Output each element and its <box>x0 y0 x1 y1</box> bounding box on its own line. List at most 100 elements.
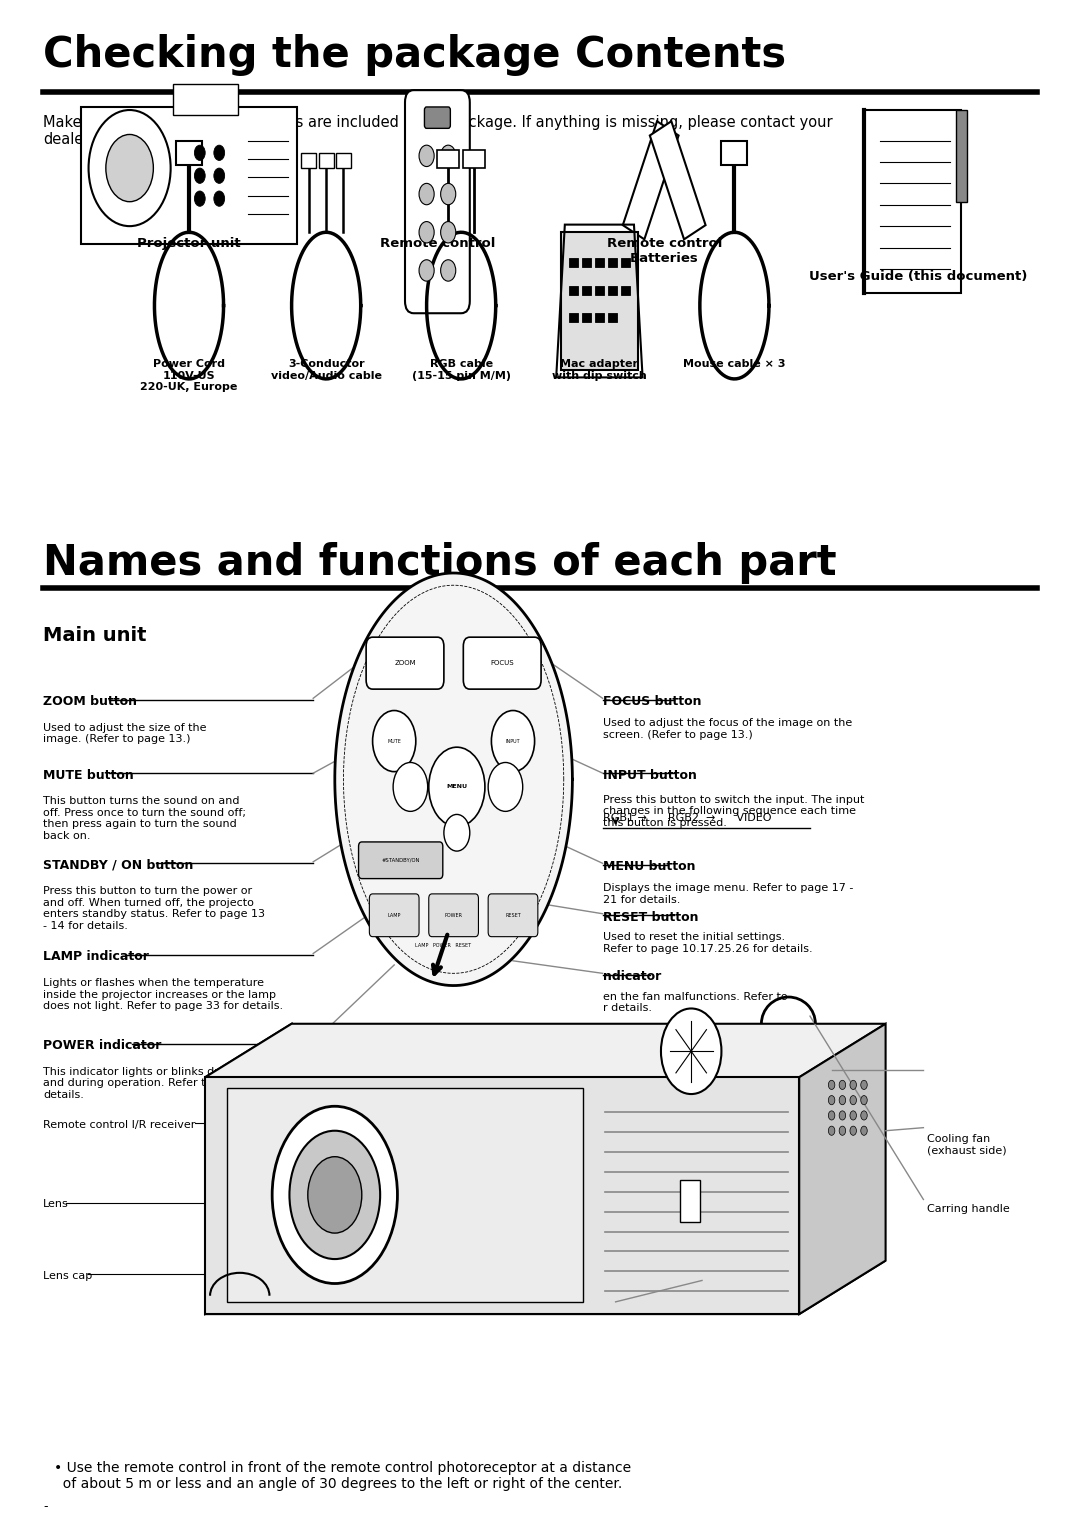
Text: Make sure all of the following items are included in the package. If anything is: Make sure all of the following items are… <box>43 115 833 147</box>
Text: RGB1 →      RGB2  →      VIDEO: RGB1 → RGB2 → VIDEO <box>603 813 771 824</box>
Circle shape <box>419 145 434 167</box>
Text: -: - <box>43 1500 48 1514</box>
Text: POWER indicator: POWER indicator <box>43 1039 162 1053</box>
Text: Lens: Lens <box>43 1199 69 1210</box>
FancyBboxPatch shape <box>582 286 591 295</box>
FancyBboxPatch shape <box>569 258 578 267</box>
Text: Remote control: Remote control <box>380 237 495 251</box>
Circle shape <box>850 1080 856 1089</box>
Circle shape <box>861 1096 867 1105</box>
Circle shape <box>106 134 153 202</box>
Circle shape <box>839 1126 846 1135</box>
Circle shape <box>419 222 434 243</box>
Text: INPUT: INPUT <box>505 738 521 744</box>
Text: FOCUS button: FOCUS button <box>603 695 701 709</box>
Circle shape <box>828 1096 835 1105</box>
Text: LAMP: LAMP <box>388 912 401 918</box>
Circle shape <box>419 260 434 281</box>
Circle shape <box>444 814 470 851</box>
FancyBboxPatch shape <box>595 258 604 267</box>
Text: Used to adjust the focus of the image on the
screen. (Refer to page 13.): Used to adjust the focus of the image on… <box>603 718 852 740</box>
Text: RESET: RESET <box>505 912 521 918</box>
Text: This button turns the sound on and
off. Press once to turn the sound off;
then p: This button turns the sound on and off. … <box>43 796 246 840</box>
FancyBboxPatch shape <box>336 153 351 168</box>
Text: Power Cord
110V-US
220-UK, Europe: Power Cord 110V-US 220-UK, Europe <box>140 359 238 393</box>
Text: Mouse cable × 3: Mouse cable × 3 <box>684 359 785 370</box>
Text: Speaker: Speaker <box>603 1073 648 1083</box>
FancyBboxPatch shape <box>621 286 630 295</box>
Circle shape <box>828 1126 835 1135</box>
Text: User's Guide (this document): User's Guide (this document) <box>809 270 1027 284</box>
Circle shape <box>272 1106 397 1284</box>
Polygon shape <box>205 1261 886 1314</box>
Text: Names and functions of each part: Names and functions of each part <box>43 542 837 584</box>
Polygon shape <box>205 1024 292 1314</box>
FancyBboxPatch shape <box>405 90 470 313</box>
FancyBboxPatch shape <box>369 894 419 937</box>
Circle shape <box>441 260 456 281</box>
Circle shape <box>214 168 225 183</box>
Text: POWER: POWER <box>445 912 462 918</box>
FancyBboxPatch shape <box>595 286 604 295</box>
FancyBboxPatch shape <box>608 258 617 267</box>
Text: Carring handle: Carring handle <box>927 1204 1010 1215</box>
Circle shape <box>850 1126 856 1135</box>
Circle shape <box>491 711 535 772</box>
Text: MUTE button: MUTE button <box>43 769 134 782</box>
Text: FOCUS: FOCUS <box>490 660 514 666</box>
FancyBboxPatch shape <box>463 637 541 689</box>
FancyBboxPatch shape <box>595 313 604 322</box>
FancyBboxPatch shape <box>366 637 444 689</box>
Circle shape <box>839 1080 846 1089</box>
Circle shape <box>828 1111 835 1120</box>
Circle shape <box>441 145 456 167</box>
Polygon shape <box>227 1088 583 1302</box>
Text: MENU button: MENU button <box>603 860 696 874</box>
FancyBboxPatch shape <box>582 313 591 322</box>
Text: Used to reset the initial settings.
Refer to page 10.17.25.26 for details.: Used to reset the initial settings. Refe… <box>603 932 812 953</box>
Circle shape <box>661 1008 721 1094</box>
Text: LAMP   POWER   RESET: LAMP POWER RESET <box>415 943 471 947</box>
Circle shape <box>429 747 485 827</box>
Text: #STANDBY/ON: #STANDBY/ON <box>381 857 420 863</box>
Text: MENU: MENU <box>446 784 468 790</box>
FancyBboxPatch shape <box>569 286 578 295</box>
Circle shape <box>393 762 428 811</box>
FancyBboxPatch shape <box>721 141 747 165</box>
Text: Checking the package Contents: Checking the package Contents <box>43 34 786 75</box>
FancyBboxPatch shape <box>437 150 459 168</box>
FancyBboxPatch shape <box>621 258 630 267</box>
FancyBboxPatch shape <box>608 286 617 295</box>
Text: Remote control
Batteries: Remote control Batteries <box>607 237 721 264</box>
FancyBboxPatch shape <box>582 258 591 267</box>
Text: This indicator lights or blinks during sta
and during operation. Refer to page 3: This indicator lights or blinks during s… <box>43 1067 265 1100</box>
Text: • Use the remote control in front of the remote control photoreceptor at a dista: • Use the remote control in front of the… <box>54 1461 631 1491</box>
Circle shape <box>373 711 416 772</box>
Circle shape <box>488 762 523 811</box>
Polygon shape <box>335 573 572 986</box>
FancyBboxPatch shape <box>488 894 538 937</box>
Text: Press this button to turn the power or
and off. When turned off, the projecto
en: Press this button to turn the power or a… <box>43 886 266 931</box>
Circle shape <box>194 145 205 160</box>
Circle shape <box>214 191 225 206</box>
Text: 3-Conductor
video/Audio cable: 3-Conductor video/Audio cable <box>271 359 381 380</box>
FancyBboxPatch shape <box>81 107 297 244</box>
Text: Cooling fan
(intake side): Cooling fan (intake side) <box>700 1288 769 1309</box>
Circle shape <box>861 1080 867 1089</box>
Polygon shape <box>205 1024 886 1077</box>
Circle shape <box>194 191 205 206</box>
Text: Main unit: Main unit <box>43 626 147 645</box>
Text: ndicator: ndicator <box>603 970 661 984</box>
FancyBboxPatch shape <box>173 84 238 115</box>
Text: Cooling fan
(exhaust side): Cooling fan (exhaust side) <box>927 1134 1007 1155</box>
Text: Lights or flashes when the temperature
inside the projector increases or the lam: Lights or flashes when the temperature i… <box>43 978 283 1012</box>
Text: MUTE: MUTE <box>388 738 401 744</box>
Circle shape <box>441 183 456 205</box>
Circle shape <box>89 110 171 226</box>
FancyBboxPatch shape <box>176 141 202 165</box>
Text: RESET button: RESET button <box>603 911 698 924</box>
Circle shape <box>861 1111 867 1120</box>
Polygon shape <box>650 121 705 240</box>
Polygon shape <box>623 121 678 240</box>
FancyBboxPatch shape <box>561 232 638 370</box>
